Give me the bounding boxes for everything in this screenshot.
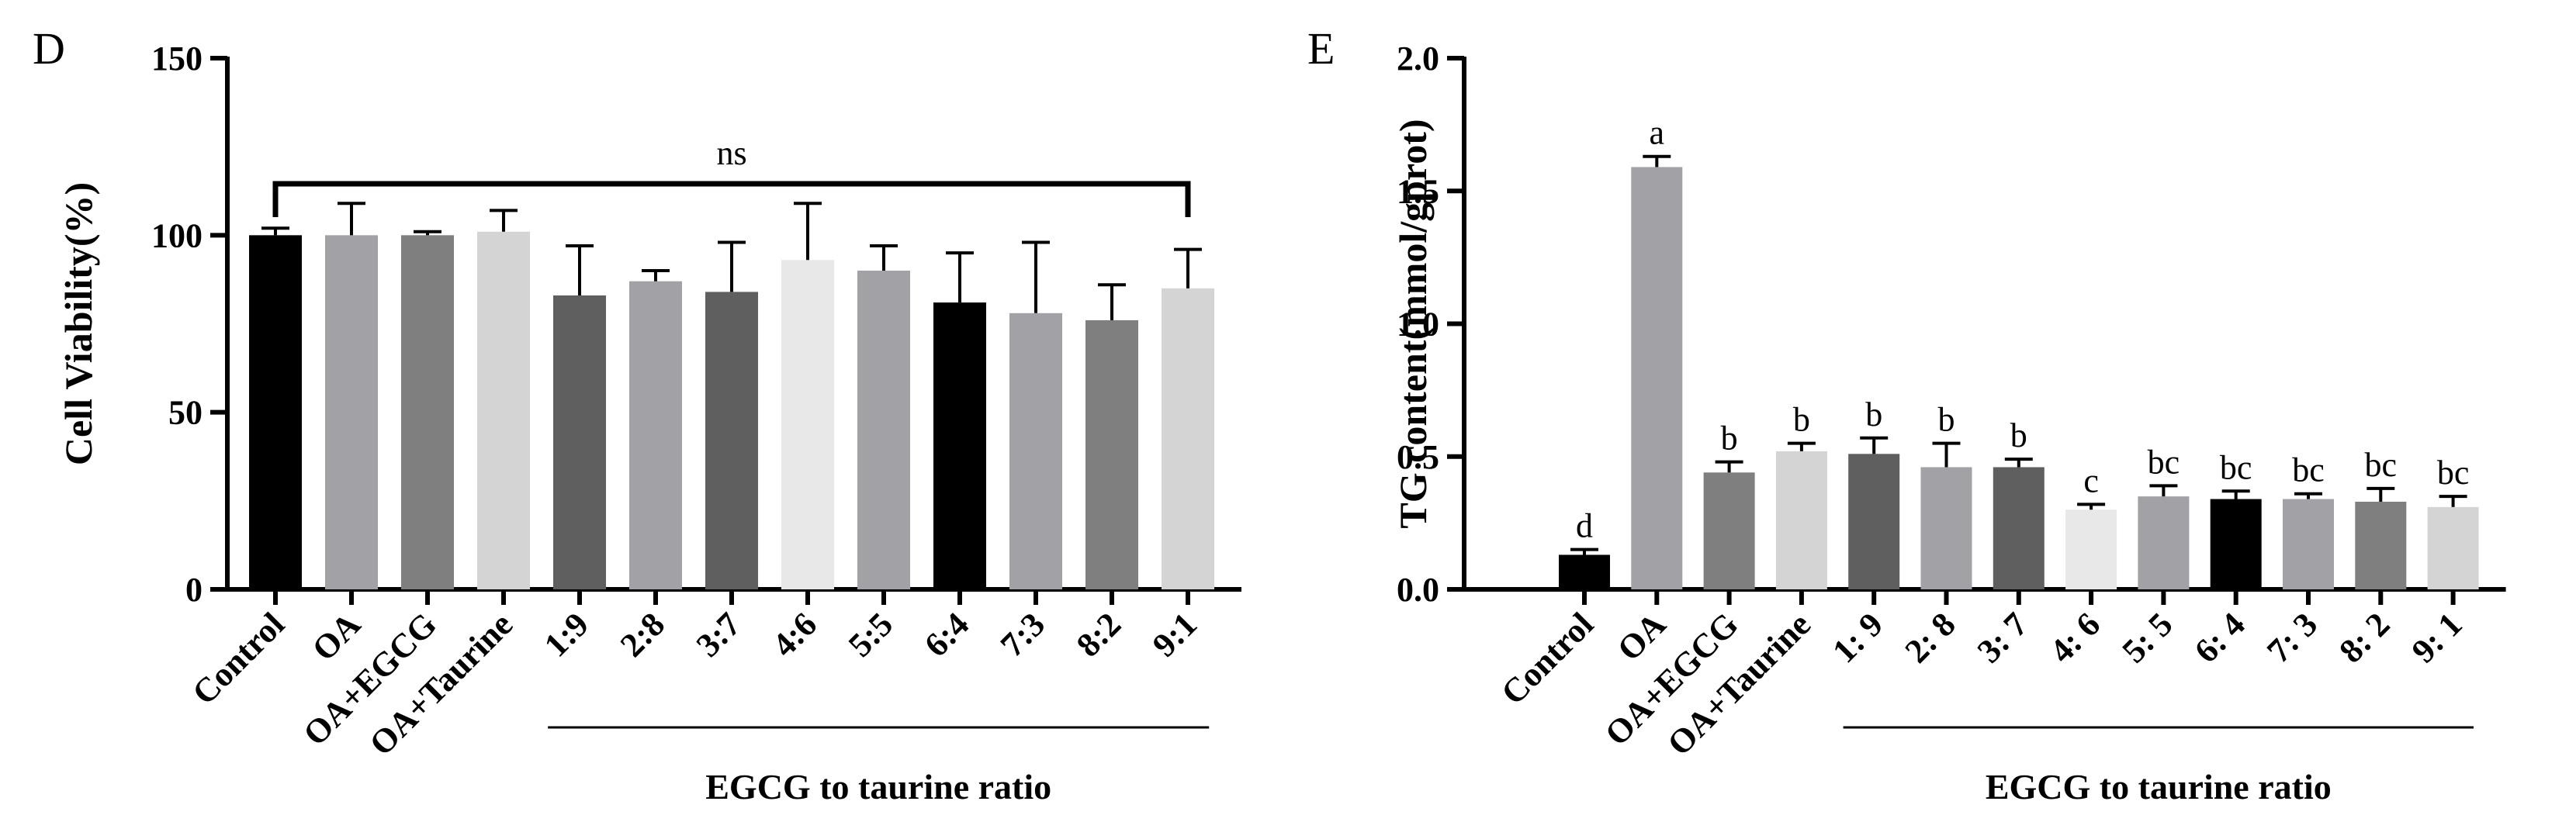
significance-letter: d: [1576, 507, 1593, 545]
chart-panel-e: E TG content(mmol/gprot) 0.0 0.5 1.0 1.5 2.0 Co…: [1307, 23, 2506, 806]
x-category-label: 7:3: [993, 605, 1052, 664]
bar: [1848, 454, 1900, 589]
x-category-label: OA: [305, 605, 368, 668]
y-tick-label: 150: [151, 40, 203, 78]
bar: [629, 281, 682, 589]
x-category-label: 3:7: [689, 605, 748, 664]
bar: [325, 235, 378, 589]
bar: [1085, 319, 1138, 589]
x-category-label: 2:8: [613, 605, 672, 664]
panel-letter: D: [33, 23, 65, 74]
x-category-label: 6: 4: [2187, 605, 2252, 670]
x-category-label: 8: 2: [2332, 605, 2397, 670]
x-category-label: Control: [185, 605, 292, 712]
x-category-label: 3: 7: [1970, 605, 2035, 670]
bar: [553, 295, 606, 589]
bar: [1009, 313, 1062, 589]
significance-letter: b: [1938, 401, 1955, 439]
y-tick-label: 0.5: [1397, 438, 1439, 476]
bar: [1993, 467, 2045, 589]
x-category-label: 9:1: [1145, 605, 1204, 664]
bar: [1559, 554, 1610, 589]
y-tick-label: 1.5: [1397, 172, 1439, 210]
bar: [1631, 167, 1683, 590]
bar: [1920, 467, 1972, 589]
x-category-label: 7: 3: [2259, 605, 2325, 670]
panel-letter: E: [1307, 23, 1335, 74]
significance-letter: b: [1721, 420, 1738, 458]
ns-bracket: [272, 181, 1191, 217]
x-category-label: 4: 6: [2042, 605, 2107, 670]
y-tick-label: 50: [168, 394, 203, 432]
significance-letter: b: [2010, 416, 2027, 454]
x-category-label: 4:6: [765, 605, 824, 664]
significance-letter: bc: [2292, 451, 2325, 489]
significance-letter: bc: [2437, 454, 2470, 492]
bar: [2065, 509, 2117, 589]
significance-letter: c: [2083, 461, 2099, 499]
x-category-label: 5: 5: [2115, 605, 2180, 670]
x-category-label: Control: [1494, 605, 1601, 712]
y-axis-title: Cell Viability(%): [57, 182, 100, 465]
bar: [2283, 499, 2334, 589]
x-category-label: 1: 9: [1825, 605, 1890, 670]
ns-label: ns: [716, 134, 746, 172]
x-category-label: 8:2: [1069, 605, 1128, 664]
significance-letter: bc: [2220, 448, 2252, 486]
significance-letter: a: [1650, 114, 1665, 152]
bar: [249, 235, 302, 589]
x-category-label: OA: [1610, 605, 1673, 668]
significance-letter: bc: [2365, 446, 2398, 484]
bar: [477, 231, 530, 589]
bar: [2210, 499, 2262, 589]
bar: [2355, 501, 2407, 589]
x-category-label: 1:9: [537, 605, 596, 664]
bar: [1703, 472, 1755, 589]
y-tick-label: 100: [151, 216, 203, 254]
y-tick-label: 1.0: [1397, 306, 1439, 344]
bar: [933, 302, 986, 589]
bar: [2427, 506, 2479, 589]
significance-letter: b: [1793, 401, 1810, 439]
bar: [857, 271, 910, 589]
x-category-label: 9: 1: [2405, 605, 2470, 670]
group-label: EGCG to taurine ratio: [1986, 767, 2332, 806]
x-category-label: 6:4: [917, 605, 976, 664]
bar: [2138, 496, 2190, 589]
y-tick-label: 0: [185, 571, 203, 609]
significance-letter: bc: [2148, 443, 2180, 481]
group-label: EGCG to taurine ratio: [705, 767, 1051, 806]
x-category-label: 2: 8: [1898, 605, 1963, 670]
bar: [781, 260, 834, 589]
bar: [705, 292, 758, 589]
y-tick-label: 0.0: [1397, 571, 1439, 609]
bar: [1775, 451, 1827, 589]
x-category-label: 5:5: [841, 605, 900, 664]
y-axis-title: TG content(mmol/gprot): [1391, 119, 1435, 528]
significance-letter: b: [1865, 395, 1882, 433]
bar: [401, 235, 454, 589]
bar: [1162, 288, 1214, 589]
y-tick-label: 2.0: [1397, 40, 1439, 78]
